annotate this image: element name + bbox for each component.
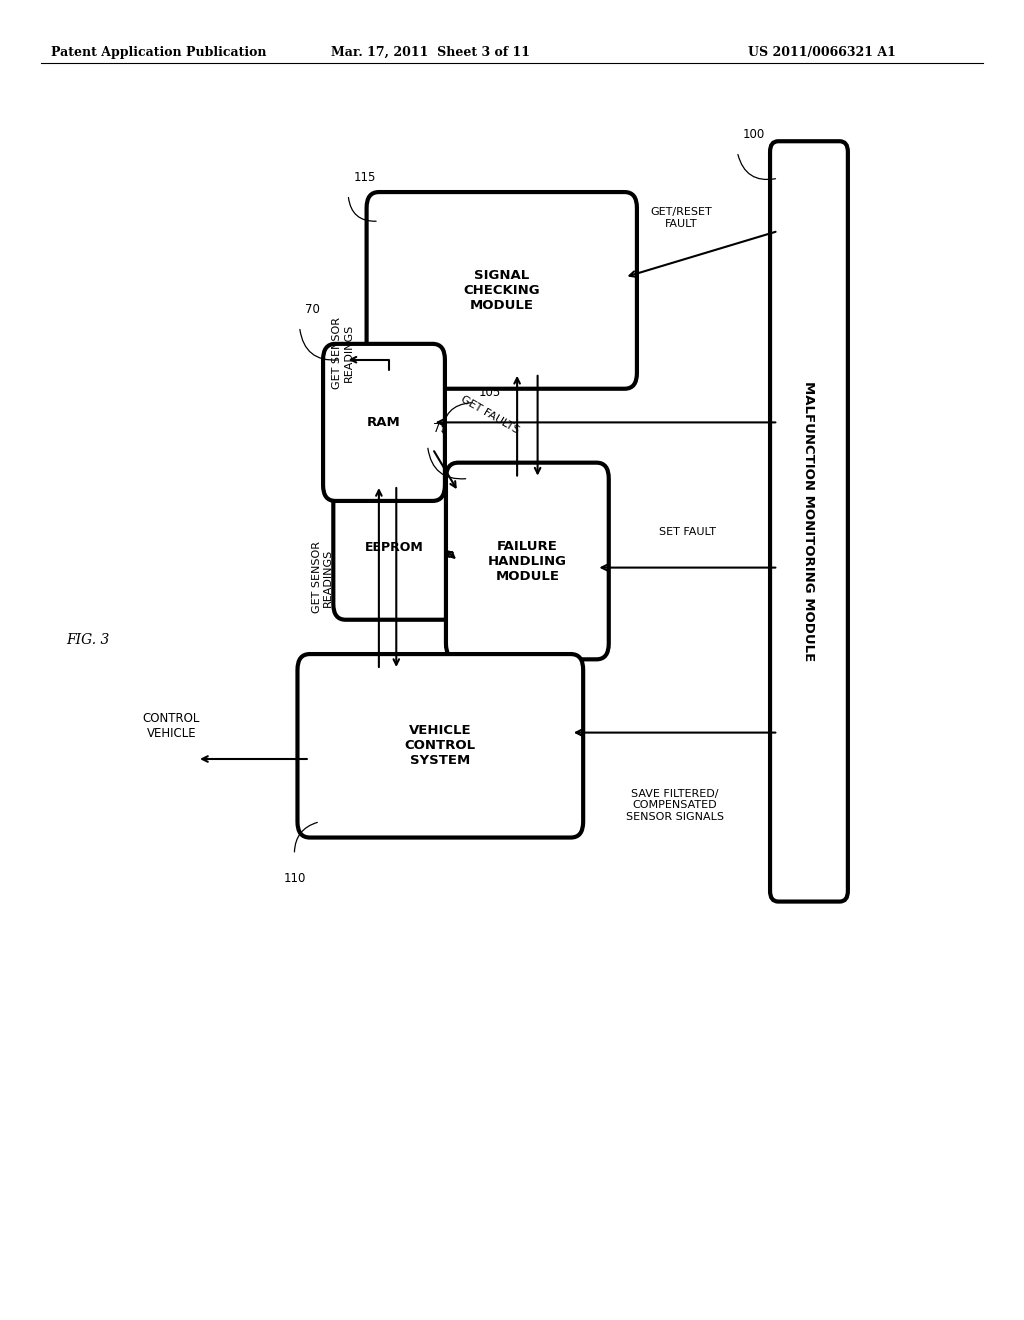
Text: FAILURE
HANDLING
MODULE: FAILURE HANDLING MODULE	[487, 540, 567, 582]
Text: 70: 70	[305, 304, 319, 315]
Text: 100: 100	[742, 128, 765, 141]
Text: EEPROM: EEPROM	[365, 541, 424, 554]
FancyBboxPatch shape	[367, 191, 637, 388]
FancyBboxPatch shape	[446, 463, 608, 660]
FancyBboxPatch shape	[770, 141, 848, 902]
Text: 105: 105	[478, 385, 501, 399]
FancyBboxPatch shape	[324, 343, 444, 500]
Text: 75: 75	[433, 422, 447, 436]
Text: MALFUNCTION MONITORING MODULE: MALFUNCTION MONITORING MODULE	[803, 381, 815, 661]
Text: GET/RESET
FAULT: GET/RESET FAULT	[650, 207, 712, 228]
Text: SAVE FILTERED/
COMPENSATED
SENSOR SIGNALS: SAVE FILTERED/ COMPENSATED SENSOR SIGNAL…	[626, 788, 724, 822]
Text: CONTROL
VEHICLE: CONTROL VEHICLE	[142, 711, 201, 741]
Text: Patent Application Publication: Patent Application Publication	[51, 46, 266, 59]
Text: SET FAULT: SET FAULT	[658, 527, 716, 537]
Text: SIGNAL
CHECKING
MODULE: SIGNAL CHECKING MODULE	[464, 269, 540, 312]
Text: GET SENSOR
READINGS: GET SENSOR READINGS	[311, 541, 334, 614]
Text: Mar. 17, 2011  Sheet 3 of 11: Mar. 17, 2011 Sheet 3 of 11	[331, 46, 529, 59]
Text: RAM: RAM	[368, 416, 400, 429]
Text: GET SENSOR
READINGS: GET SENSOR READINGS	[332, 317, 354, 389]
Text: FIG. 3: FIG. 3	[67, 634, 110, 647]
FancyBboxPatch shape	[297, 655, 584, 838]
Text: 110: 110	[284, 871, 305, 884]
FancyBboxPatch shape	[334, 477, 455, 620]
Text: 115: 115	[353, 172, 376, 183]
Text: US 2011/0066321 A1: US 2011/0066321 A1	[748, 46, 895, 59]
Text: GET FAULTS: GET FAULTS	[460, 395, 521, 436]
Text: VEHICLE
CONTROL
SYSTEM: VEHICLE CONTROL SYSTEM	[404, 725, 476, 767]
